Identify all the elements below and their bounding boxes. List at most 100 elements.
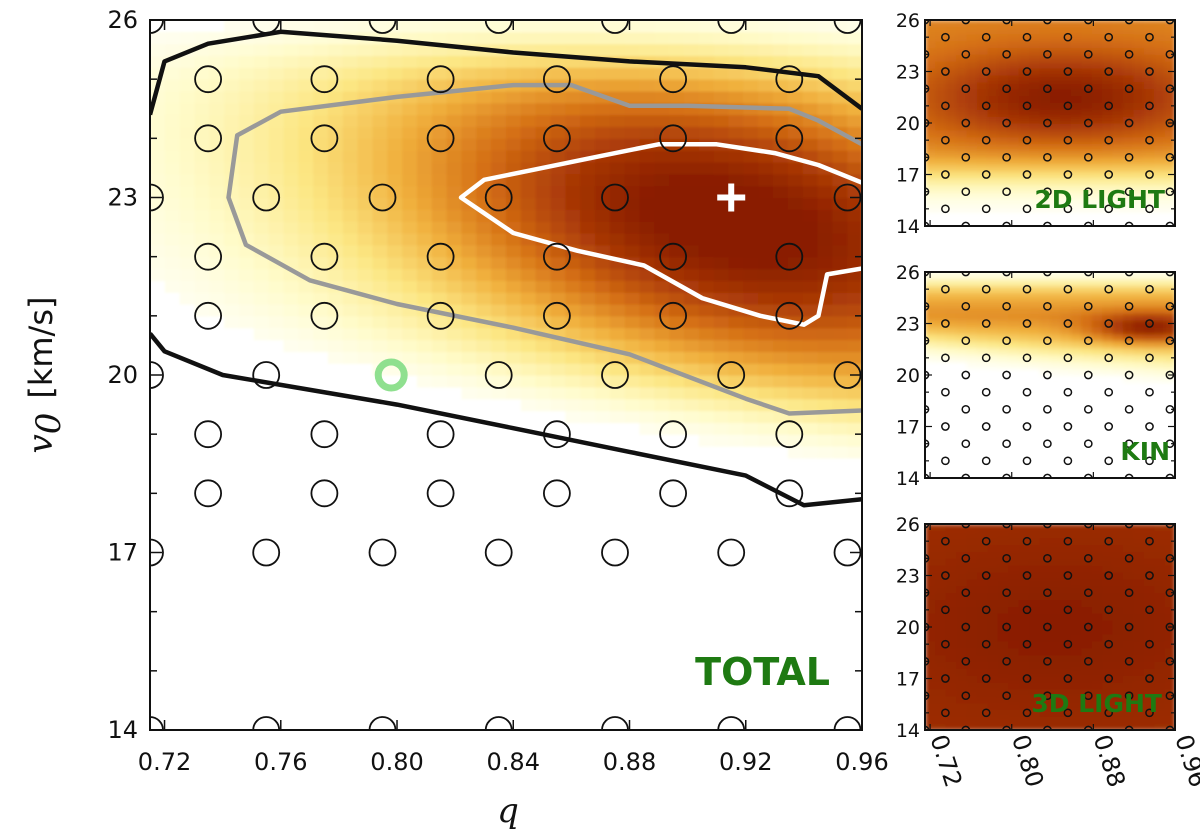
heat-cell [491,375,507,388]
heat-cell [802,446,819,459]
heat-cell [987,177,999,186]
heat-cell [1112,306,1124,314]
heat-cell [150,31,166,45]
heat-cell [1060,116,1072,124]
heat-cell [1081,164,1093,172]
heat-cell [1008,565,1020,573]
heat-cell [595,315,611,329]
heat-cell [565,43,581,57]
heat-cell [639,304,655,317]
heat-cell [1112,668,1124,676]
heat-cell [925,544,937,553]
heat-cell [1050,285,1062,294]
grid-point [1104,387,1114,397]
heat-cell [1133,333,1145,342]
grid-point [1022,284,1032,294]
heat-cell [342,55,359,68]
heat-cell [1102,709,1114,717]
heat-cell [209,221,225,234]
heat-cell [1081,361,1093,369]
heat-cell [1039,537,1051,546]
heat-cell [1102,198,1114,206]
grid-point [1083,272,1093,277]
heat-cell [935,681,947,690]
heat-cell [698,221,715,234]
heat-cell [1081,40,1093,49]
heat-cell [1050,675,1062,683]
heat-cell [758,375,774,388]
heat-cell [945,81,957,90]
heat-cell [328,150,344,163]
heat-cell [997,74,1009,83]
heat-cell [1018,68,1030,76]
heat-cell [1164,40,1175,49]
heat-cell [1154,558,1166,566]
heat-cell [713,363,730,376]
heat-cell [966,340,978,349]
heat-cell [1122,40,1134,49]
heat-cell [357,43,374,57]
heat-cell [150,162,166,175]
y-tick-label: 14 [896,720,920,742]
heat-cell [1070,354,1082,362]
heat-cell [550,351,566,364]
heat-cell [506,173,522,187]
heat-cell [1008,143,1020,152]
heat-cell [847,43,862,57]
heat-cell [925,592,937,601]
heat-cell [1050,184,1062,193]
heat-cell [461,292,477,305]
heat-cell [239,79,255,92]
heat-cell [417,162,433,175]
heat-cell [935,20,947,28]
grid-point [833,716,862,730]
grid-point [961,84,971,94]
heat-cell [925,599,937,607]
heat-cell [1122,709,1134,717]
heat-cell [417,150,433,163]
heat-cell [298,280,314,293]
heat-cell [402,55,418,68]
heat-cell [313,20,329,33]
heat-cell [1060,54,1072,62]
heat-cell [520,268,537,281]
heat-cell [966,326,978,335]
heat-cell [1091,654,1103,662]
heat-cell [1081,313,1093,321]
heat-cell [1081,143,1093,152]
grid-point [1063,204,1073,214]
grid-point [1104,605,1114,615]
heat-cell [1133,164,1145,172]
heat-cell [1154,306,1166,314]
heat-cell [987,654,999,662]
heat-cell [654,20,670,33]
heat-cell [997,333,1009,342]
2d-light-heatmap [925,20,1175,213]
heat-cell [535,185,552,199]
heat-cell [713,422,730,435]
heat-cell [684,315,700,329]
heat-cell [966,191,978,200]
heat-cell [743,280,759,293]
heat-cell [609,138,626,151]
heat-cell [313,233,329,246]
x-tick-label: 0.76 [254,748,307,776]
heat-cell [1143,558,1155,566]
heat-cell [1050,633,1062,642]
heat-cell [1102,537,1114,546]
heat-cell [1039,306,1051,314]
heat-cell [1143,333,1155,342]
heat-cell [925,354,937,362]
heat-cell [1102,88,1114,97]
heat-cell [1008,633,1020,642]
heat-cell [1154,116,1166,124]
heat-cell [1060,613,1072,621]
heat-cell [977,299,989,307]
y-tick-label: 20 [107,361,138,389]
heat-cell [1070,123,1082,131]
heat-cell [1133,306,1145,314]
heat-cell [298,304,314,317]
heat-cell [1143,116,1155,124]
grid-point [961,20,971,25]
grid-point [1104,353,1114,363]
